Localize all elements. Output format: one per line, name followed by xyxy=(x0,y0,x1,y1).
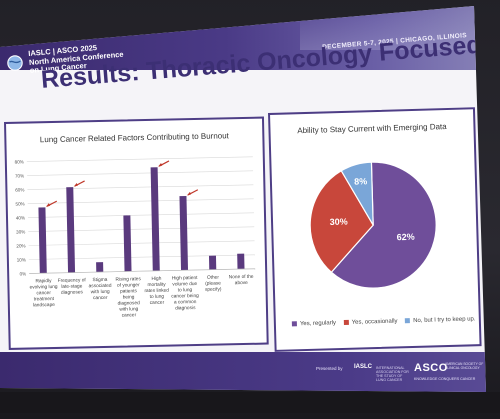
y-tick-label: 20% xyxy=(16,243,25,248)
pie-slice-2 xyxy=(309,169,374,274)
red-arrow-icon xyxy=(45,200,58,207)
x-category-label: Rising ratesof youngerpatientsbeingdiagn… xyxy=(115,276,142,319)
bar-chart-gridline xyxy=(27,184,254,190)
asco-tagline: KNOWLEDGE CONQUERS CANCER xyxy=(414,377,476,381)
burnout-bar-chart: 0% 10% 20% 30% 40% 50% 60% 70% 80% Rapidlyevolvin… xyxy=(15,156,256,319)
y-tick-label: 0% xyxy=(19,271,26,276)
bar-chart-gridline xyxy=(27,170,254,176)
conference-globe-logo-icon xyxy=(7,55,23,71)
legend-swatch-occasionally xyxy=(343,319,349,325)
y-tick-label: 80% xyxy=(15,159,24,164)
pie-slice-3 xyxy=(340,161,374,226)
iaslc-logo: IASLC xyxy=(354,364,372,370)
bar-2 xyxy=(66,187,76,273)
x-category-label: Stigmaassociatedwith lungcancer xyxy=(88,277,112,301)
y-tick-label: 50% xyxy=(15,201,24,206)
pie-slice-label: 8% xyxy=(354,176,367,186)
red-arrow-icon xyxy=(158,160,170,167)
slide-footer-banner xyxy=(0,352,486,392)
presented-by-label: Presented by xyxy=(316,366,343,371)
stay-current-panel: Ability to Stay Current with Emerging Da… xyxy=(268,107,482,352)
bar-chart-gridline xyxy=(28,226,255,232)
bar-1 xyxy=(38,207,47,274)
bar-chart-gridline xyxy=(26,156,253,162)
stay-current-pie-chart: 62% 30% 8% xyxy=(309,161,437,289)
bar-8 xyxy=(237,253,245,270)
asco-logo: ASCO xyxy=(414,362,448,374)
x-axis-line xyxy=(29,268,256,274)
red-arrow-icon xyxy=(73,180,85,187)
iaslc-tagline: INTERNATIONAL ASSOCIATION FOR THE STUDY … xyxy=(376,366,409,382)
y-tick-label: 30% xyxy=(16,229,25,234)
x-category-label: Rapidlyevolving lungcancertreatmentlands… xyxy=(29,278,58,309)
bar-6 xyxy=(179,195,189,271)
bar-3 xyxy=(96,262,104,273)
x-category-label: None of theabove xyxy=(229,274,254,287)
bar-chart-gridline xyxy=(28,254,255,260)
pie-slice-1 xyxy=(330,161,437,289)
y-tick-label: 70% xyxy=(15,173,24,178)
room-floor-shadow xyxy=(0,392,500,413)
red-arrow-icon xyxy=(186,189,199,196)
bar-chart-gridline xyxy=(28,240,255,246)
burnout-factors-panel: Lung Cancer Related Factors Contributing… xyxy=(4,116,269,350)
bar-5 xyxy=(150,167,160,271)
legend-label-regularly: Yes, regularly xyxy=(299,320,337,328)
x-category-label: High patientvolume dueto lungcancer bein… xyxy=(171,275,200,312)
x-category-label: Other(pleasespecify) xyxy=(205,274,222,292)
asco-subtitle: AMERICAN SOCIETY OF CLINICAL ONCOLOGY xyxy=(445,362,484,370)
bar-chart-gridline xyxy=(27,198,254,204)
bar-chart-gridline xyxy=(27,212,254,218)
y-tick-label: 60% xyxy=(15,187,24,192)
bar-4 xyxy=(123,215,132,272)
legend-label-occasionally: Yes, occasionally xyxy=(351,318,398,326)
x-category-label: Frequency oflate-stagediagnoses xyxy=(58,277,87,296)
x-category-label: Highmortalityrates linkedto lungcancer xyxy=(144,276,169,307)
bar-7 xyxy=(208,255,217,270)
pie-slice-label: 62% xyxy=(397,232,415,242)
legend-swatch-no xyxy=(405,318,411,324)
y-tick-label: 10% xyxy=(17,257,26,262)
legend-swatch-regularly xyxy=(291,321,297,327)
y-tick-label: 40% xyxy=(16,215,25,220)
pie-slice-label: 30% xyxy=(330,216,348,226)
